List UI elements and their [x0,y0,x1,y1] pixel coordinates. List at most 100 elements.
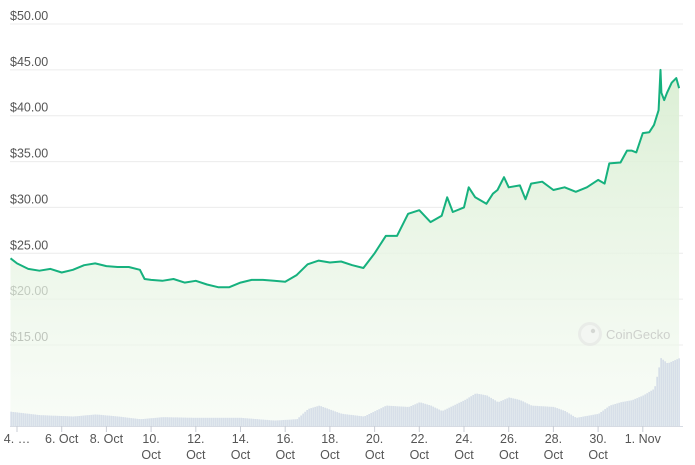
volume-bar [344,414,346,426]
volume-bar [318,405,320,426]
x-tick-label: 22. [411,432,428,446]
volume-bar [16,412,18,426]
volume-bar [288,419,290,426]
volume-bar [60,416,62,426]
volume-bar [248,418,250,426]
volume-bar [162,417,164,426]
volume-bar [76,416,78,426]
volume-bar [14,412,16,426]
x-tick-label: Oct [588,448,608,462]
volume-bar [378,409,380,426]
volume-bar [228,417,230,426]
volume-bar [74,416,76,426]
volume-bar [232,417,234,426]
volume-bar [454,404,456,426]
volume-bar [90,414,92,426]
volume-bar [590,415,592,426]
volume-bar [540,406,542,426]
volume-bar [278,420,280,426]
volume-bar [646,393,648,426]
volume-bar [312,407,314,426]
volume-bar [460,401,462,426]
volume-bar [20,412,22,426]
volume-bar [658,367,660,426]
volume-bar [204,417,206,426]
volume-bar [458,402,460,426]
volume-bar [260,419,262,426]
volume-bar [476,393,478,426]
volume-bar [470,396,472,426]
volume-bar [406,406,408,426]
volume-bar [494,400,496,426]
volume-bar [160,417,162,426]
volume-bar [594,414,596,426]
volume-bar [578,417,580,426]
volume-bar [364,416,366,426]
volume-bar [334,411,336,426]
volume-bar [428,405,430,426]
x-axis: 4. … 6. Oct 8. Oct 10. Oct 12. Oct 14. Oct 16. Oct… [4,426,662,462]
volume-bar [620,402,622,426]
volume-bar [292,419,294,426]
volume-bar [426,404,428,426]
volume-bar [134,418,136,426]
volume-bar [486,395,488,426]
volume-bar [474,393,476,426]
volume-bar [184,417,186,426]
volume-bar [330,409,332,426]
volume-bar [10,411,12,426]
volume-bar [244,418,246,426]
volume-bar [262,419,264,426]
volume-bar [554,407,556,426]
volume-bar [296,419,298,426]
volume-bar [298,417,300,426]
volume-bar [564,411,566,426]
volume-bar [300,415,302,426]
volume-bar [224,417,226,426]
volume-bar [252,418,254,426]
volume-bar [530,405,532,426]
volume-bar [562,410,564,426]
volume-bar [438,409,440,426]
volume-bar [36,414,38,426]
volume-bar [320,406,322,426]
volume-bar [78,416,80,426]
volume-bar [64,416,66,426]
x-tick-label: 20. [366,432,383,446]
volume-bar [322,407,324,426]
volume-bar [24,413,26,426]
volume-bar [114,416,116,426]
volume-bar [44,415,46,426]
volume-bar [22,413,24,426]
volume-bar [388,405,390,426]
volume-bar [220,417,222,426]
volume-bar [382,407,384,426]
volume-bar [310,408,312,426]
volume-bar [96,414,98,426]
volume-bar [566,412,568,426]
volume-bar [52,415,54,426]
volume-bar [662,359,664,426]
volume-bar [558,408,560,426]
volume-bar [512,398,514,426]
volume-bar [456,403,458,426]
volume-bar [666,363,668,426]
volume-bar [524,402,526,426]
volume-bar [254,419,256,426]
volume-bar [104,415,106,426]
volume-bar [514,398,516,426]
volume-bar [226,417,228,426]
volume-bar [362,416,364,426]
volume-bar [626,401,628,426]
volume-bar [270,420,272,426]
volume-bar [212,417,214,426]
x-tick-label: 26. [500,432,517,446]
volume-bar [38,415,40,426]
volume-bar [628,400,630,426]
volume-bar [592,414,594,426]
volume-bar [638,397,640,426]
volume-bar [56,415,58,426]
volume-bar [352,415,354,426]
volume-bar [370,413,372,426]
